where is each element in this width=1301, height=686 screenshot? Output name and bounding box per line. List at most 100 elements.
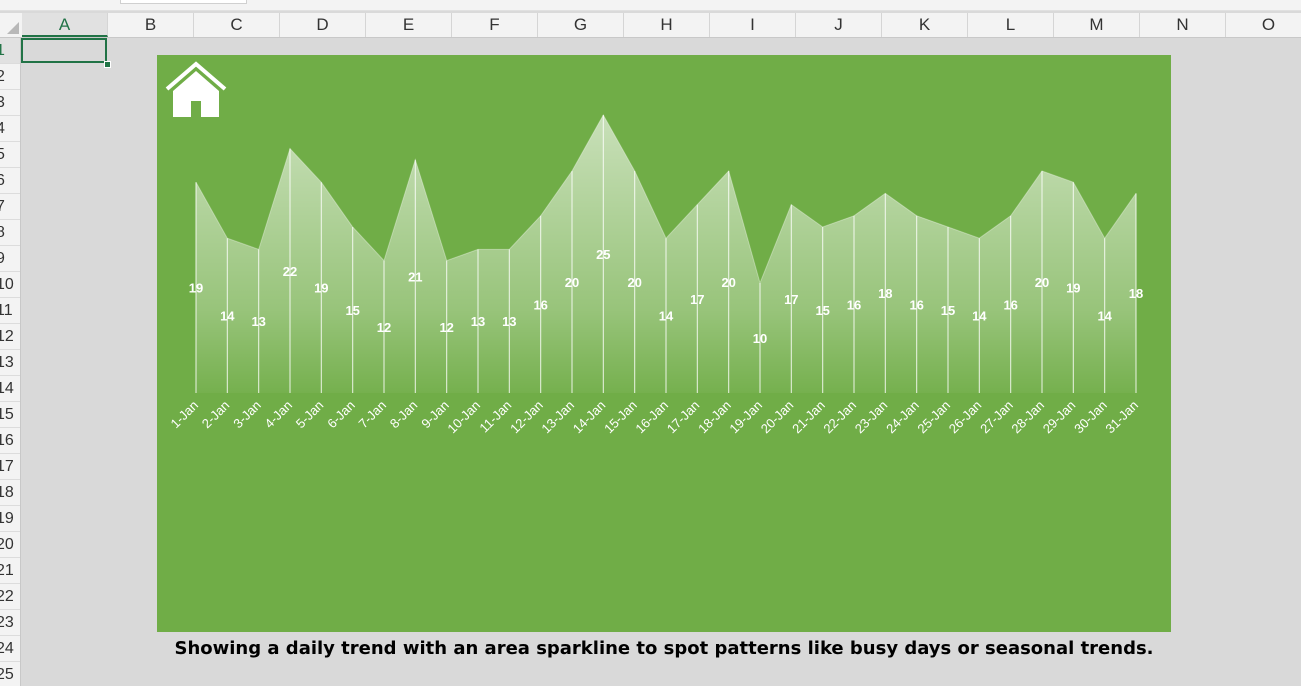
column-header-e[interactable]: E: [366, 13, 452, 37]
data-label: 19: [1066, 281, 1080, 296]
column-header-o[interactable]: O: [1226, 13, 1301, 37]
data-label: 12: [377, 320, 391, 335]
data-label: 20: [721, 275, 735, 290]
row-header-13[interactable]: 13: [0, 350, 20, 376]
data-label: 14: [1097, 309, 1112, 324]
data-label: 19: [314, 281, 328, 296]
column-header-l[interactable]: L: [968, 13, 1054, 37]
data-label: 15: [941, 303, 955, 318]
x-axis-tick-label: 3-Jan: [230, 398, 264, 432]
row-header-7[interactable]: 7: [0, 194, 20, 220]
x-axis-tick-label: 7-Jan: [356, 398, 390, 432]
data-label: 13: [251, 314, 265, 329]
data-label: 10: [753, 331, 767, 346]
data-label: 20: [1035, 275, 1049, 290]
row-header-1[interactable]: 1: [0, 38, 20, 64]
row-header-21[interactable]: 21: [0, 558, 20, 584]
column-header-a[interactable]: A: [22, 13, 108, 37]
data-label: 13: [471, 314, 485, 329]
x-axis-tick-label: 2-Jan: [199, 398, 233, 432]
row-header-9[interactable]: 9: [0, 246, 20, 272]
column-header-c[interactable]: C: [194, 13, 280, 37]
data-label: 16: [847, 297, 861, 312]
row-header-19[interactable]: 19: [0, 506, 20, 532]
column-header-i[interactable]: I: [710, 13, 796, 37]
x-axis-tick-label: 12-Jan: [507, 398, 546, 437]
data-label: 25: [596, 247, 610, 262]
x-axis-tick-label: 30-Jan: [1071, 398, 1110, 437]
row-header-17[interactable]: 17: [0, 454, 20, 480]
row-header-6[interactable]: 6: [0, 168, 20, 194]
data-label: 14: [659, 309, 674, 324]
data-label: 20: [627, 275, 641, 290]
x-axis-tick-label: 21-Jan: [789, 398, 828, 437]
x-axis-tick-label: 27-Jan: [977, 398, 1016, 437]
data-label: 18: [1129, 286, 1143, 301]
data-label: 17: [690, 292, 704, 307]
row-header-10[interactable]: 10: [0, 272, 20, 298]
column-header-k[interactable]: K: [882, 13, 968, 37]
select-all-triangle-icon: [7, 22, 19, 34]
data-label: 19: [189, 281, 203, 296]
x-axis-tick-label: 14-Jan: [570, 398, 609, 437]
row-header-3[interactable]: 3: [0, 90, 20, 116]
row-header-22[interactable]: 22: [0, 584, 20, 610]
x-axis-tick-label: 15-Jan: [601, 398, 640, 437]
x-axis-tick-label: 10-Jan: [444, 398, 483, 437]
row-header-4[interactable]: 4: [0, 116, 20, 142]
row-header-12[interactable]: 12: [0, 324, 20, 350]
x-axis-tick-label: 22-Jan: [820, 398, 859, 437]
row-header-2[interactable]: 2: [0, 64, 20, 90]
x-axis-tick-label: 11-Jan: [476, 398, 514, 436]
data-label-layer: 19 14 13 22 19 15 12 21 12 13 13 16 20 25 20 14 17 20 10 17…: [189, 247, 1143, 346]
dropline-layer: [195, 115, 1137, 393]
column-header-b[interactable]: B: [108, 13, 194, 37]
column-header-j[interactable]: J: [796, 13, 882, 37]
data-label: 21: [408, 269, 422, 284]
column-header-f[interactable]: F: [452, 13, 538, 37]
data-label: 15: [815, 303, 829, 318]
home-icon[interactable]: [165, 61, 227, 117]
row-header-14[interactable]: 14: [0, 376, 20, 402]
fill-handle[interactable]: [104, 61, 111, 68]
row-header-16[interactable]: 16: [0, 428, 20, 454]
x-axis-tick-label: 17-Jan: [664, 398, 703, 437]
column-header-m[interactable]: M: [1054, 13, 1140, 37]
data-label: 18: [878, 286, 892, 301]
x-axis-tick-label: 13-Jan: [538, 398, 577, 437]
data-label: 13: [502, 314, 516, 329]
column-header-g[interactable]: G: [538, 13, 624, 37]
data-label: 12: [439, 320, 453, 335]
x-axis-tick-label: 25-Jan: [914, 398, 953, 437]
data-label: 15: [345, 303, 359, 318]
row-header-20[interactable]: 20: [0, 532, 20, 558]
sparkline-dashboard-panel[interactable]: 19 14 13 22 19 15 12 21 12 13 13 16 20 25 20 14 17 20 10 17…: [157, 55, 1171, 632]
row-header-18[interactable]: 18: [0, 480, 20, 506]
x-axis-tick-label: 31-Jan: [1102, 398, 1141, 437]
x-axis-tick-label: 5-Jan: [293, 398, 327, 432]
row-header-24[interactable]: 24: [0, 636, 20, 662]
row-header-11[interactable]: 11: [0, 298, 20, 324]
active-cell-a1[interactable]: [21, 38, 107, 63]
x-axis-tick-label: 24-Jan: [883, 398, 922, 437]
sheet-tab-edge[interactable]: [120, 0, 247, 4]
x-axis-tick-label: 16-Jan: [632, 398, 671, 437]
dashboard-caption: Showing a daily trend with an area spark…: [174, 638, 1154, 659]
x-axis-tick-label: 1-Jan: [168, 398, 202, 432]
row-header-23[interactable]: 23: [0, 610, 20, 636]
ribbon-edge: [0, 0, 1301, 11]
x-axis-tick-label: 23-Jan: [852, 398, 891, 437]
row-header-25[interactable]: 25: [0, 662, 20, 686]
column-header-d[interactable]: D: [280, 13, 366, 37]
data-label: 17: [784, 292, 798, 307]
column-header-n[interactable]: N: [1140, 13, 1226, 37]
row-header-5[interactable]: 5: [0, 142, 20, 168]
row-header-15[interactable]: 15: [0, 402, 20, 428]
row-header-8[interactable]: 8: [0, 220, 20, 246]
x-axis-tick-label: 6-Jan: [324, 398, 358, 432]
column-header-h[interactable]: H: [624, 13, 710, 37]
x-axis-tick-label: 26-Jan: [946, 398, 985, 437]
select-all-button[interactable]: [0, 13, 23, 37]
